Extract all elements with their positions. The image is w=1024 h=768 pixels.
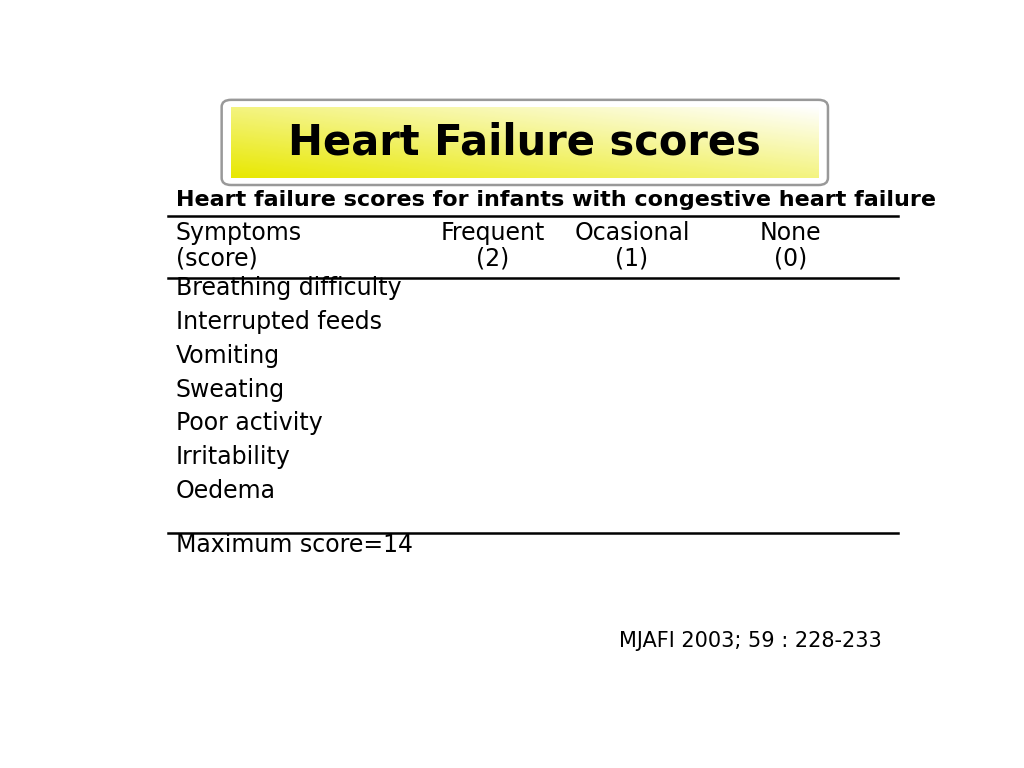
Text: MJAFI 2003; 59 : 228-233: MJAFI 2003; 59 : 228-233 (620, 631, 882, 651)
Text: (1): (1) (615, 247, 648, 271)
Text: None: None (760, 221, 821, 245)
Text: Maximum score=14: Maximum score=14 (176, 532, 413, 557)
Text: Oedema: Oedema (176, 478, 275, 503)
Text: Breathing difficulty: Breathing difficulty (176, 276, 401, 300)
Text: (2): (2) (476, 247, 510, 271)
Text: Vomiting: Vomiting (176, 344, 280, 368)
Text: (0): (0) (774, 247, 807, 271)
Text: (score): (score) (176, 247, 257, 271)
Text: Sweating: Sweating (176, 378, 285, 402)
Text: Irritability: Irritability (176, 445, 291, 469)
Text: Interrupted feeds: Interrupted feeds (176, 310, 382, 334)
Text: Symptoms: Symptoms (176, 221, 302, 245)
Text: Poor activity: Poor activity (176, 412, 323, 435)
Text: Heart failure scores for infants with congestive heart failure: Heart failure scores for infants with co… (176, 190, 936, 210)
Text: Frequent: Frequent (441, 221, 545, 245)
Text: Ocasional: Ocasional (574, 221, 690, 245)
Text: Heart Failure scores: Heart Failure scores (289, 121, 761, 164)
